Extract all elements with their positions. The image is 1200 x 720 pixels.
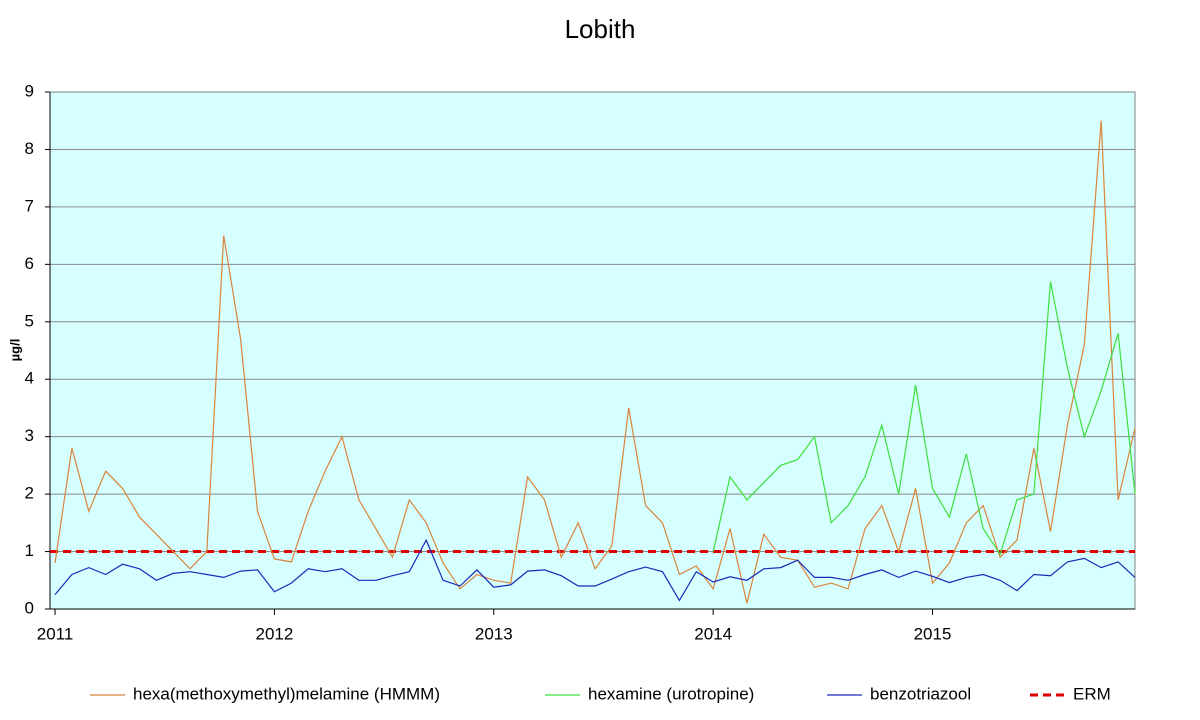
- series-line: [54, 120, 1136, 604]
- x-tick-label: 2012: [256, 624, 294, 643]
- y-tick-label: 1: [25, 541, 34, 560]
- x-tick-label: 2014: [694, 624, 732, 643]
- y-tick-label: 9: [25, 81, 34, 100]
- y-tick-label: 8: [25, 139, 34, 158]
- legend-label: benzotriazool: [870, 684, 971, 703]
- legend-label: hexamine (urotropine): [588, 684, 754, 703]
- chart-title: Lobith: [565, 14, 636, 44]
- y-tick-label: 7: [25, 196, 34, 215]
- plot-area: [50, 92, 1135, 609]
- y-tick-label: 2: [25, 484, 34, 503]
- y-tick-label: 5: [25, 311, 34, 330]
- series-line: [54, 538, 1136, 602]
- y-tick-label: 0: [25, 598, 34, 617]
- y-axis-label: µg/l: [7, 339, 22, 362]
- y-tick-label: 4: [25, 369, 34, 388]
- series-line: [712, 281, 1136, 556]
- legend-label: hexa(methoxymethyl)melamine (HMMM): [133, 684, 440, 703]
- x-tick-label: 2013: [475, 624, 513, 643]
- x-tick-label: 2011: [37, 624, 74, 643]
- y-tick-label: 3: [25, 426, 34, 445]
- x-tick-label: 2015: [914, 624, 952, 643]
- y-tick-label: 6: [25, 254, 34, 273]
- legend-label: ERM: [1073, 684, 1111, 703]
